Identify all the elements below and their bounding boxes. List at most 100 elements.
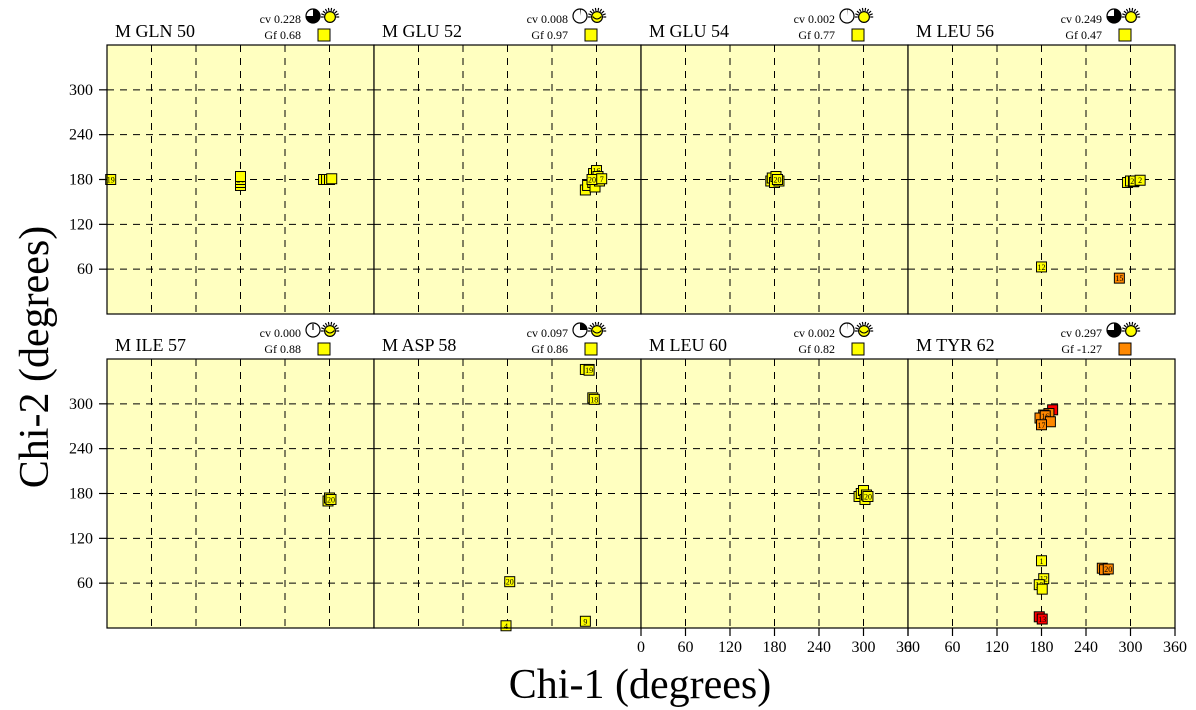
y-axis-title: Chi-2 (degrees)	[12, 226, 58, 488]
data-point: 12	[1036, 261, 1047, 273]
data-point-marker	[325, 493, 337, 505]
gf-color-square	[317, 342, 331, 356]
sun-icon	[857, 325, 870, 338]
panel-m-ile-57: 20 M ILE 57 cv 0.000 Gf 0.88	[106, 321, 375, 629]
data-point: 20	[1102, 563, 1114, 575]
cv-label: cv 0.002	[794, 326, 835, 340]
panel-title: M GLU 52	[382, 21, 462, 41]
data-point-label: 20	[1130, 177, 1138, 186]
sun-icon	[324, 325, 337, 338]
sun-ray	[1122, 327, 1126, 330]
data-point-marker	[1134, 174, 1146, 186]
data-point: 20	[586, 174, 598, 185]
sun-ray	[864, 321, 867, 325]
cv-label: cv 0.249	[1061, 12, 1102, 26]
sun-ray	[334, 10, 338, 14]
panel-title: M GLN 50	[115, 21, 195, 41]
gf-label: Gf 0.88	[264, 342, 301, 356]
sun-ray	[869, 13, 873, 16]
data-point-marker	[771, 174, 783, 185]
sun-icon	[857, 11, 870, 24]
sun-ray	[322, 324, 326, 328]
sun-ray	[591, 8, 595, 12]
gf-color-square	[1118, 28, 1132, 42]
data-point-marker	[1036, 613, 1048, 625]
data-point-marker	[583, 364, 595, 376]
gf-color-square	[1118, 342, 1132, 356]
sun-ray	[1133, 8, 1137, 12]
data-point: 1	[1036, 555, 1047, 567]
panel-m-leu-60: 20 M LEU 60 cv 0.002 Gf 0.82	[640, 321, 909, 629]
data-point-marker	[1036, 555, 1047, 567]
sun-ray	[330, 321, 333, 325]
data-point-label: 20	[1104, 565, 1112, 574]
sun-ray	[1122, 13, 1126, 16]
x-tick-label: 120	[985, 639, 1009, 656]
data-point: 7	[596, 173, 608, 185]
x-tick-label: 120	[718, 639, 742, 656]
cv-label: cv 0.002	[794, 12, 835, 26]
data-point-label: 20	[773, 176, 781, 185]
gf-label: Gf 0.86	[531, 342, 568, 356]
sun-ray	[1133, 322, 1137, 326]
data-point	[326, 173, 338, 185]
sun-ray	[594, 321, 597, 325]
sun-face	[592, 16, 602, 20]
sun-ray	[868, 324, 872, 328]
data-point: 20	[862, 490, 874, 502]
data-point-marker	[862, 490, 874, 502]
clock-fill	[1107, 323, 1121, 337]
sun-face	[325, 330, 335, 334]
sun-ray	[861, 7, 864, 11]
data-point-marker	[1036, 261, 1047, 273]
panel-title: M ILE 57	[115, 335, 186, 355]
sun-ray	[861, 321, 864, 325]
data-point-label: 7	[600, 175, 604, 184]
data-point-marker	[504, 576, 516, 588]
data-point: 13	[1036, 613, 1048, 625]
sun-ray	[327, 321, 330, 325]
sun-ray	[588, 327, 592, 330]
sun-icon	[590, 11, 603, 24]
data-point-label: 13	[1038, 615, 1046, 624]
sun-ray	[856, 324, 860, 328]
clock-fill	[580, 9, 581, 16]
cv-label: cv 0.008	[527, 12, 568, 26]
data-point-marker	[1036, 419, 1047, 431]
gf-label: Gf 0.77	[798, 28, 835, 42]
data-point-label: 2	[1138, 176, 1142, 185]
data-point: 20	[771, 174, 783, 185]
sun-ray	[594, 7, 597, 11]
sun-icon	[1124, 11, 1137, 24]
panel-m-leu-56: 20 2 12 15 M LEU 56 cv 0.249 Gf 0.47	[907, 7, 1176, 315]
sun-ray	[599, 322, 603, 326]
sun-ray	[330, 7, 333, 11]
panel-title: M LEU 60	[649, 335, 727, 355]
sun-face	[592, 330, 602, 334]
sun-ray	[1128, 7, 1131, 11]
x-tick-label: 0	[904, 639, 912, 656]
x-tick-label: 240	[807, 639, 831, 656]
sun-ray	[335, 13, 339, 16]
data-point-label: 19	[107, 176, 115, 185]
gf-color-square	[584, 28, 598, 42]
panel-frame	[907, 44, 1176, 315]
data-point: 9	[579, 615, 591, 627]
sun-icon	[590, 325, 603, 338]
sun-ray	[597, 321, 600, 325]
sun-ray	[868, 10, 872, 14]
x-tick-label: 240	[1074, 639, 1098, 656]
data-point: 20	[504, 576, 516, 588]
sun-ray	[589, 324, 593, 328]
x-tick-label: 0	[637, 639, 645, 656]
panel-title: M TYR 62	[916, 335, 995, 355]
sun-ray	[1125, 8, 1129, 12]
sun-ray	[1128, 321, 1131, 325]
gf-label: Gf 0.47	[1065, 28, 1102, 42]
sun-ray	[858, 322, 862, 326]
sun-ray	[601, 324, 605, 328]
data-point: 2	[1134, 174, 1146, 186]
cv-label: cv 0.000	[260, 326, 301, 340]
sun-ray	[1131, 321, 1134, 325]
